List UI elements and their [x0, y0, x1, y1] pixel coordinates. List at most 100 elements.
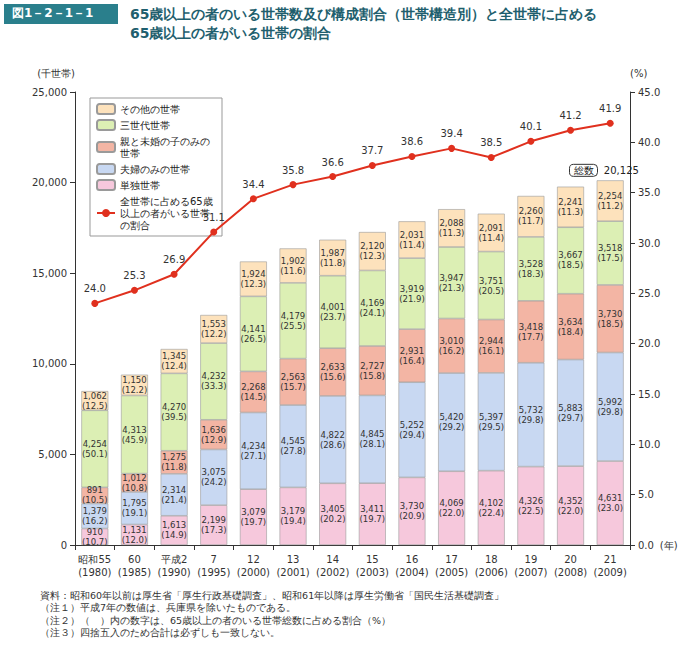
svg-text:(19.4): (19.4) — [280, 516, 306, 526]
svg-text:4,102: 4,102 — [479, 498, 503, 508]
svg-text:38.5: 38.5 — [480, 137, 502, 148]
svg-text:41.2: 41.2 — [559, 110, 581, 121]
svg-text:(17.7): (17.7) — [518, 332, 544, 342]
svg-text:1,924: 1,924 — [241, 269, 265, 279]
svg-text:20,000: 20,000 — [32, 177, 67, 188]
svg-text:5,397: 5,397 — [479, 412, 503, 422]
svg-text:1,131: 1,131 — [122, 525, 146, 535]
svg-text:3,528: 3,528 — [519, 259, 543, 269]
svg-text:4,270: 4,270 — [162, 402, 186, 412]
svg-text:(28.6): (28.6) — [320, 440, 346, 450]
svg-text:4,232: 4,232 — [202, 371, 226, 381]
svg-text:1,062: 1,062 — [83, 391, 107, 401]
svg-text:(1990): (1990) — [157, 567, 190, 578]
svg-text:4,179: 4,179 — [281, 311, 305, 321]
svg-text:4,313: 4,313 — [122, 425, 146, 435]
svg-text:3,634: 3,634 — [558, 317, 582, 327]
svg-text:その他の世帯: その他の世帯 — [120, 104, 180, 115]
svg-text:(24.2): (24.2) — [201, 477, 227, 487]
svg-text:全世帯に占める65歳: 全世帯に占める65歳 — [120, 196, 213, 207]
svg-text:0: 0 — [61, 540, 67, 551]
svg-text:25.3: 25.3 — [123, 270, 145, 281]
svg-text:(11.4): (11.4) — [478, 233, 504, 243]
svg-text:20,125: 20,125 — [597, 165, 638, 176]
svg-text:(25.5): (25.5) — [280, 321, 306, 331]
svg-text:世帯: 世帯 — [120, 148, 140, 159]
svg-text:1,636: 1,636 — [202, 425, 226, 435]
svg-text:36.6: 36.6 — [322, 157, 344, 168]
svg-text:4,234: 4,234 — [241, 441, 265, 451]
svg-text:(2008): (2008) — [554, 567, 587, 578]
svg-text:(39.5): (39.5) — [161, 412, 187, 422]
svg-text:39.4: 39.4 — [440, 128, 462, 139]
svg-text:40.0: 40.0 — [638, 137, 660, 148]
svg-text:35.0: 35.0 — [638, 187, 660, 198]
svg-text:3,667: 3,667 — [558, 250, 582, 260]
svg-text:(24.1): (24.1) — [360, 308, 386, 318]
svg-text:(16.4): (16.4) — [399, 356, 425, 366]
svg-text:20: 20 — [564, 554, 577, 565]
svg-text:三世代世帯: 三世代世帯 — [120, 120, 170, 131]
svg-text:(11.8): (11.8) — [161, 462, 187, 472]
svg-text:(27.1): (27.1) — [241, 451, 267, 461]
svg-text:5,252: 5,252 — [400, 420, 424, 430]
svg-text:(27.8): (27.8) — [280, 446, 306, 456]
svg-text:25,000: 25,000 — [32, 87, 67, 98]
svg-text:34.4: 34.4 — [242, 179, 264, 190]
svg-text:(20.2): (20.2) — [320, 514, 346, 524]
svg-text:(12.4): (12.4) — [161, 361, 187, 371]
svg-text:4,141: 4,141 — [241, 324, 265, 334]
svg-text:(2003): (2003) — [356, 567, 389, 578]
svg-text:3,751: 3,751 — [479, 276, 503, 286]
svg-text:(14.9): (14.9) — [161, 530, 187, 540]
svg-text:(1980): (1980) — [78, 567, 111, 578]
svg-text:12: 12 — [247, 554, 260, 565]
svg-text:(50.1): (50.1) — [82, 449, 108, 459]
svg-text:1,275: 1,275 — [162, 452, 186, 462]
svg-text:1,613: 1,613 — [162, 520, 186, 530]
svg-text:(23.7): (23.7) — [320, 312, 346, 322]
svg-text:45.0: 45.0 — [638, 87, 660, 98]
svg-text:65歳以上の者のいる世帯数及び構成割合（世帯構造別）と全世帯: 65歳以上の者のいる世帯数及び構成割合（世帯構造別）と全世帯に占める — [130, 6, 597, 22]
svg-text:3,079: 3,079 — [241, 507, 265, 517]
svg-text:10.0: 10.0 — [638, 439, 660, 450]
svg-text:910: 910 — [87, 527, 103, 537]
svg-text:14: 14 — [326, 554, 339, 565]
svg-text:0.0: 0.0 — [638, 540, 654, 551]
svg-text:(11.3): (11.3) — [558, 207, 584, 217]
svg-text:(22.0): (22.0) — [558, 506, 584, 516]
svg-text:(12.9): (12.9) — [201, 435, 227, 445]
svg-text:(11.2): (11.2) — [597, 201, 623, 211]
svg-text:(14.5): (14.5) — [241, 392, 267, 402]
svg-text:(18.4): (18.4) — [558, 327, 584, 337]
svg-text:(2002): (2002) — [316, 567, 349, 578]
svg-text:(16.1): (16.1) — [478, 346, 504, 356]
svg-text:4,254: 4,254 — [83, 439, 107, 449]
svg-text:5,420: 5,420 — [439, 412, 463, 422]
svg-text:37.7: 37.7 — [361, 145, 383, 156]
svg-text:(29.5): (29.5) — [478, 422, 504, 432]
svg-text:26.9: 26.9 — [163, 254, 185, 265]
svg-text:（注１）平成7年の数値は、兵庫県を除いたものである。: （注１）平成7年の数値は、兵庫県を除いたものである。 — [40, 602, 296, 613]
svg-text:(21.9): (21.9) — [399, 294, 425, 304]
svg-text:4,326: 4,326 — [519, 496, 543, 506]
svg-text:(33.3): (33.3) — [201, 381, 227, 391]
svg-text:(15.7): (15.7) — [280, 382, 306, 392]
svg-text:(15.8): (15.8) — [360, 371, 386, 381]
svg-text:(千世帯): (千世帯) — [37, 68, 75, 79]
svg-text:1,553: 1,553 — [202, 319, 226, 329]
svg-text:38.6: 38.6 — [401, 136, 423, 147]
svg-text:2,091: 2,091 — [479, 223, 503, 233]
svg-text:総数: 総数 — [573, 165, 594, 176]
svg-text:(12.2): (12.2) — [122, 385, 148, 395]
svg-text:7: 7 — [211, 554, 217, 565]
svg-text:15,000: 15,000 — [32, 268, 67, 279]
svg-text:3,411: 3,411 — [360, 504, 384, 514]
svg-text:16: 16 — [406, 554, 419, 565]
svg-text:17: 17 — [445, 554, 458, 565]
svg-text:(19.1): (19.1) — [122, 508, 148, 518]
svg-text:(2007): (2007) — [514, 567, 547, 578]
svg-text:(11.6): (11.6) — [280, 266, 306, 276]
svg-text:3,947: 3,947 — [439, 273, 463, 283]
svg-text:2,088: 2,088 — [439, 218, 463, 228]
